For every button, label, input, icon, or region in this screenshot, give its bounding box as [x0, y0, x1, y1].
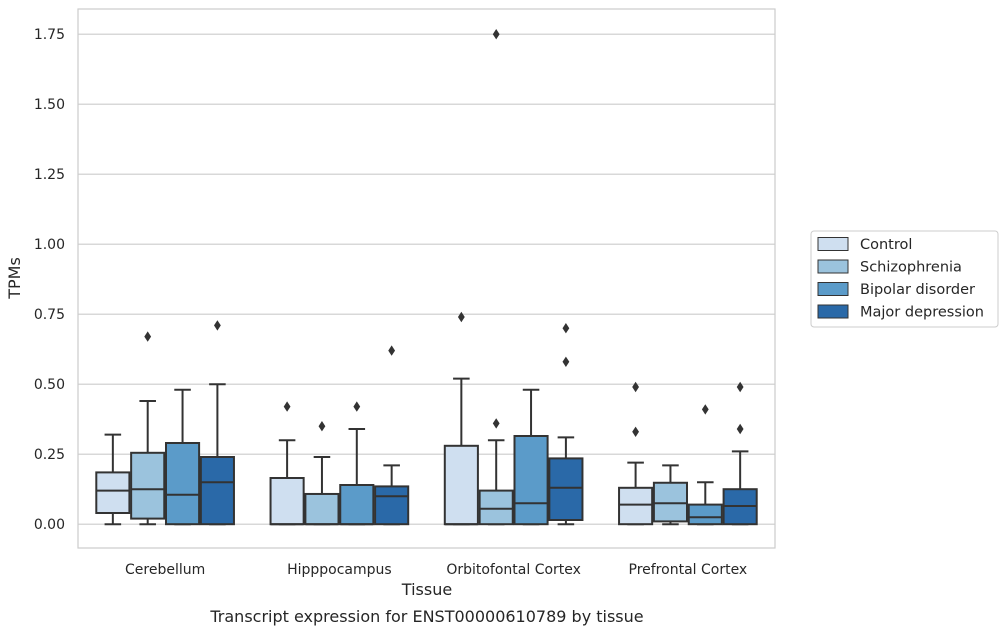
y-tick-label: 1.75: [34, 27, 65, 43]
box: [443, 311, 479, 526]
box-plot-area: [95, 29, 758, 526]
box: [548, 323, 584, 526]
outlier-point: [388, 345, 396, 356]
y-tick-label: 0.50: [34, 377, 65, 393]
outlier-point: [457, 311, 465, 323]
y-tick-label: 1.50: [34, 97, 65, 113]
outlier-point: [492, 29, 500, 40]
x-axis-ticks: Cerebellum Hipppocampus Orbitofontal Corte…: [125, 562, 747, 578]
box: [652, 464, 689, 526]
box-body: [687, 503, 723, 526]
y-axis-label: TPMs: [5, 257, 24, 300]
box-body: [269, 477, 305, 526]
y-tick-label: 0.00: [34, 517, 65, 533]
box: [304, 421, 340, 526]
x-tick-label: Hipppocampus: [287, 562, 392, 578]
plot-frame: [77, 8, 776, 549]
outlier-point: [562, 323, 570, 334]
box-body: [513, 435, 549, 526]
y-tick-label: 0.25: [34, 447, 65, 463]
legend-swatch: [817, 282, 849, 296]
box-body: [443, 444, 479, 526]
legend-swatch: [817, 237, 849, 251]
legend-swatch: [817, 259, 849, 274]
box: [374, 345, 410, 526]
box-body: [548, 457, 584, 521]
x-tick-label: Prefrontal Cortex: [629, 562, 748, 578]
outlier-point: [283, 401, 291, 412]
box: [339, 401, 375, 526]
outlier-point: [214, 320, 221, 331]
y-tick-label: 0.75: [34, 307, 65, 323]
box-body: [478, 489, 514, 526]
box-body: [618, 486, 654, 526]
x-axis-label: Tissue: [401, 580, 452, 599]
box-body: [95, 471, 131, 514]
outlier-point: [353, 401, 361, 412]
outlier-point: [632, 381, 639, 393]
figure-caption: Transcript expression for ENST0000061078…: [209, 607, 643, 626]
y-tick-label: 1.00: [34, 237, 65, 253]
outlier-point: [736, 423, 744, 435]
box: [687, 404, 723, 526]
outlier-point: [632, 426, 639, 437]
box-body: [199, 456, 235, 526]
outlier-point: [318, 421, 326, 432]
outlier-point: [736, 381, 744, 393]
legend-label: Schizophrenia: [860, 260, 962, 276]
box: [164, 388, 201, 526]
outlier-point: [492, 418, 500, 429]
box: [130, 331, 166, 526]
box: [618, 381, 654, 526]
legend-frame: [810, 230, 999, 328]
legend: Control Schizophrenia Bipolar disorder Majo…: [810, 230, 999, 328]
x-tick-label: Cerebellum: [125, 562, 205, 578]
box-body: [164, 442, 201, 526]
y-tick-label: 1.25: [34, 167, 65, 183]
legend-swatch: [817, 304, 849, 319]
box: [95, 433, 131, 526]
box-body: [130, 451, 166, 520]
legend-label: Major depression: [860, 305, 984, 321]
legend-label: Bipolar disorder: [860, 282, 975, 298]
outlier-point: [562, 356, 570, 367]
box-body: [304, 492, 340, 526]
outlier-point: [701, 404, 709, 415]
box: [269, 401, 305, 526]
box: [513, 388, 549, 526]
box: [722, 381, 758, 526]
outlier-point: [144, 331, 152, 342]
box-body: [374, 485, 410, 526]
box-body: [339, 484, 375, 526]
y-axis-ticks: 0.00 0.25 0.50 0.75 1.00 1.25 1.50 1.75: [34, 27, 65, 533]
box: [199, 320, 235, 526]
legend-label: Control: [860, 237, 912, 253]
box: [478, 29, 514, 526]
x-tick-label: Orbitofontal Cortex: [446, 562, 581, 578]
box-body: [652, 481, 689, 523]
